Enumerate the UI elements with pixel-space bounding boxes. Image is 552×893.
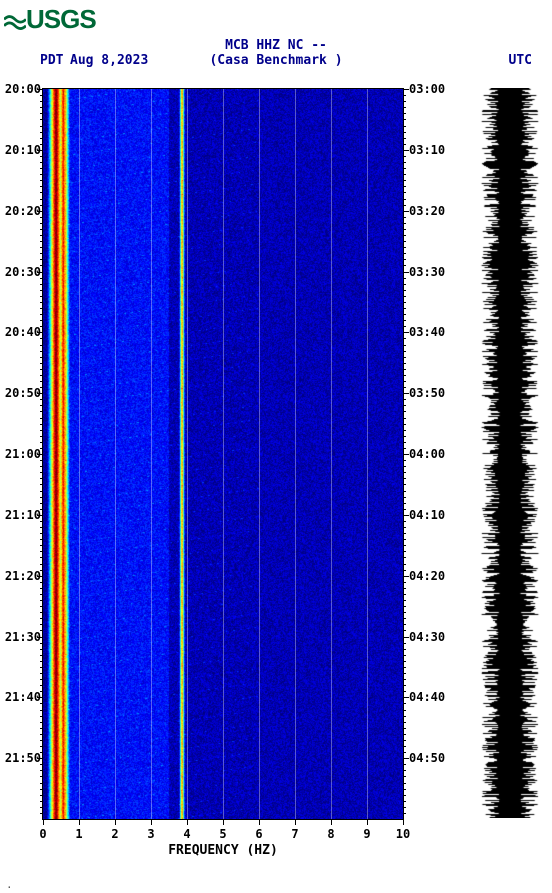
left-timezone-label: PDT bbox=[40, 53, 63, 68]
spectrogram-plot: FREQUENCY (HZ) 20:0003:0020:1003:1020:20… bbox=[42, 88, 404, 820]
x-tick-label: 5 bbox=[219, 827, 226, 841]
station-line: MCB HHZ NC -- bbox=[0, 38, 552, 53]
y-right-tick-label: 04:30 bbox=[409, 630, 445, 644]
x-axis-label: FREQUENCY (HZ) bbox=[168, 843, 278, 858]
x-tick-label: 8 bbox=[327, 827, 334, 841]
x-tick-label: 7 bbox=[291, 827, 298, 841]
x-tick-label: 0 bbox=[39, 827, 46, 841]
x-tick-label: 4 bbox=[183, 827, 190, 841]
y-left-tick-label: 20:00 bbox=[5, 82, 41, 96]
y-left-tick-label: 21:10 bbox=[5, 508, 41, 522]
y-right-tick-label: 04:20 bbox=[409, 569, 445, 583]
y-left-tick-label: 20:20 bbox=[5, 204, 41, 218]
y-left-tick-label: 21:50 bbox=[5, 751, 41, 765]
chart-header: MCB HHZ NC -- PDT Aug 8,2023 (Casa Bench… bbox=[0, 38, 552, 68]
y-left-tick-label: 21:40 bbox=[5, 690, 41, 704]
right-timezone-label: UTC bbox=[509, 53, 532, 68]
usgs-wave-icon bbox=[4, 6, 26, 26]
y-right-tick-label: 03:20 bbox=[409, 204, 445, 218]
y-right-tick-label: 03:00 bbox=[409, 82, 445, 96]
y-right-tick-label: 04:00 bbox=[409, 447, 445, 461]
y-left-tick-label: 20:10 bbox=[5, 143, 41, 157]
y-left-tick-label: 20:50 bbox=[5, 386, 41, 400]
usgs-logo-text: USGS bbox=[26, 4, 96, 34]
station-subtitle: (Casa Benchmark ) bbox=[209, 53, 342, 68]
y-right-tick-label: 04:50 bbox=[409, 751, 445, 765]
date-label: Aug 8,2023 bbox=[70, 53, 148, 68]
x-tick-label: 1 bbox=[75, 827, 82, 841]
usgs-logo: USGS bbox=[4, 4, 96, 35]
y-right-tick-label: 03:10 bbox=[409, 143, 445, 157]
x-tick-label: 2 bbox=[111, 827, 118, 841]
x-tick-label: 3 bbox=[147, 827, 154, 841]
x-tick-label: 9 bbox=[363, 827, 370, 841]
y-right-tick-label: 03:40 bbox=[409, 325, 445, 339]
y-right-tick-label: 03:50 bbox=[409, 386, 445, 400]
y-left-tick-label: 20:30 bbox=[5, 265, 41, 279]
y-right-tick-label: 03:30 bbox=[409, 265, 445, 279]
y-left-tick-label: 20:40 bbox=[5, 325, 41, 339]
waveform-canvas bbox=[480, 88, 540, 818]
y-right-tick-label: 04:10 bbox=[409, 508, 445, 522]
y-left-tick-label: 21:00 bbox=[5, 447, 41, 461]
waveform-amplitude-panel bbox=[480, 88, 540, 818]
footer-mark: . bbox=[6, 878, 13, 891]
y-right-tick-label: 04:40 bbox=[409, 690, 445, 704]
spectrogram-canvas bbox=[43, 89, 403, 819]
y-left-tick-label: 21:20 bbox=[5, 569, 41, 583]
x-tick-label: 10 bbox=[396, 827, 410, 841]
y-left-tick-label: 21:30 bbox=[5, 630, 41, 644]
x-tick-label: 6 bbox=[255, 827, 262, 841]
